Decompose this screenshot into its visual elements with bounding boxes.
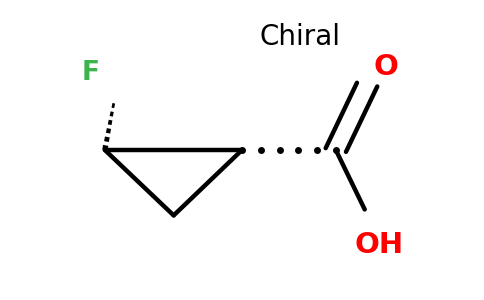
Text: O: O — [374, 53, 399, 81]
Text: Chiral: Chiral — [259, 23, 340, 51]
Text: F: F — [81, 60, 99, 86]
Text: OH: OH — [355, 231, 404, 259]
